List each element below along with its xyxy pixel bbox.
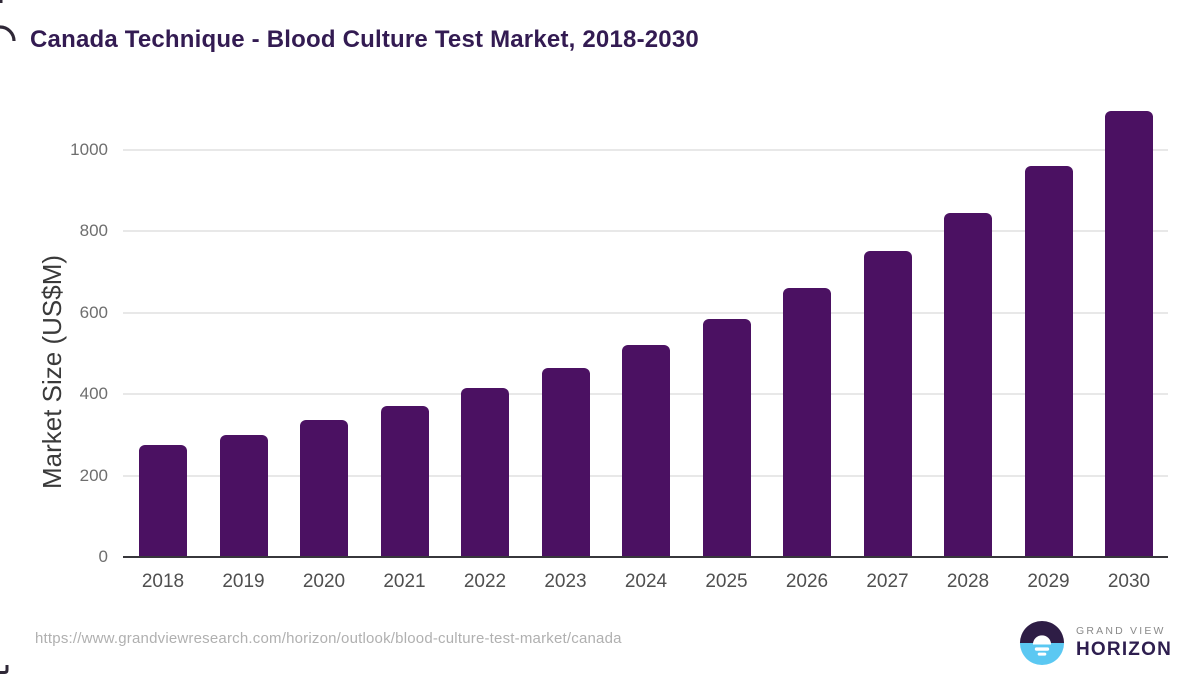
x-tick-label-2018: 2018	[141, 571, 185, 592]
bar-2023[interactable]	[541, 367, 590, 557]
x-tick-label-2019: 2019	[222, 571, 265, 592]
y-tick-label-400: 400	[79, 384, 108, 403]
gridline-600	[123, 311, 1168, 314]
x-tick-label-2026: 2026	[785, 571, 829, 592]
bar-2021[interactable]	[380, 406, 429, 557]
corner-fragment-bottom-left	[0, 665, 9, 674]
x-tick-label-2021: 2021	[383, 571, 426, 592]
logo-grand-view-label: GRAND VIEW	[1076, 625, 1166, 637]
source-url: https://www.grandviewresearch.com/horizo…	[35, 630, 622, 647]
horizon-sun-icon	[1019, 620, 1065, 666]
bar-2029[interactable]	[1024, 165, 1073, 557]
x-tick-label-2027: 2027	[866, 571, 909, 592]
logo-text: GRAND VIEW HORIZON	[1076, 625, 1172, 661]
logo-horizon-label: HORIZON	[1076, 639, 1173, 660]
y-tick-label-0: 0	[98, 547, 108, 566]
y-tick-label-800: 800	[79, 221, 108, 240]
y-tick-label-600: 600	[79, 302, 108, 322]
x-tick-label-2025: 2025	[705, 571, 748, 592]
chart-title: Canada Technique - Blood Culture Test Ma…	[30, 26, 699, 53]
x-tick-label-2029: 2029	[1027, 571, 1070, 592]
y-tick-label-1000: 1000	[70, 139, 108, 159]
bar-2019[interactable]	[219, 434, 268, 557]
y-tick-label-200: 200	[79, 465, 108, 485]
gridline-800	[123, 230, 1168, 232]
bar-2018[interactable]	[139, 444, 187, 557]
x-tick-label-2030: 2030	[1107, 571, 1151, 592]
x-axis-line	[123, 556, 1168, 558]
bar-2020[interactable]	[300, 420, 348, 557]
gridline-1000	[123, 148, 1168, 151]
bar-2022[interactable]	[461, 387, 509, 557]
bar-2027[interactable]	[863, 251, 912, 557]
grand-view-horizon-logo: GRAND VIEW HORIZON	[1019, 619, 1172, 667]
x-tick-label-2024: 2024	[624, 571, 668, 592]
x-tick-label-2022: 2022	[463, 571, 507, 592]
x-tick-label-2023: 2023	[544, 571, 587, 592]
bar-2025[interactable]	[702, 318, 751, 557]
corner-fragment-top-left	[0, 0, 16, 42]
x-tick-label-2020: 2020	[302, 571, 346, 592]
x-tick-label-2028: 2028	[946, 571, 990, 592]
bar-2024[interactable]	[622, 345, 670, 557]
bar-2030[interactable]	[1105, 110, 1153, 557]
bar-2026[interactable]	[783, 288, 831, 557]
bar-2028[interactable]	[944, 212, 992, 557]
